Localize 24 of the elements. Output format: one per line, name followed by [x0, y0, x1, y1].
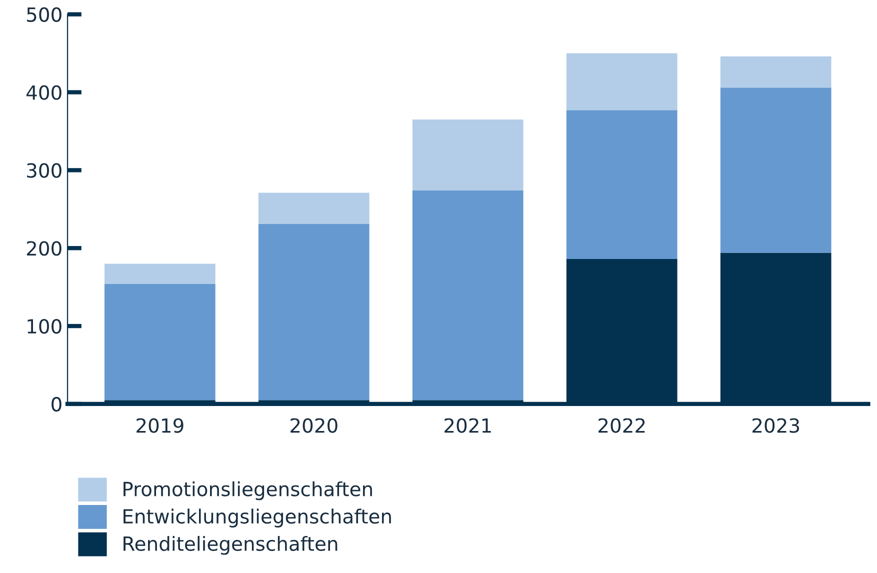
bar [258, 224, 370, 400]
y-tick-label: 300 [27, 163, 62, 178]
y-tick-label: 100 [28, 318, 62, 334]
y-tick-label: 400 [26, 85, 62, 100]
bar [104, 264, 216, 284]
bar [720, 56, 832, 88]
bar [258, 192, 370, 224]
y-tick-label: 500 [27, 7, 62, 22]
bar [566, 53, 678, 110]
x-tick-label: 2020 [290, 418, 338, 433]
bar [720, 88, 832, 253]
x-tick-label: 2022 [598, 418, 645, 433]
legend-label: Renditeliegenschaften [124, 536, 338, 555]
legend-label: Promotionsliegenschaften [124, 481, 372, 500]
x-tick-label: 2019 [136, 418, 184, 433]
legend-label: Entwicklungsliegenschaften [124, 508, 391, 528]
x-tick-label: 2021 [444, 418, 491, 433]
x-tick-label: 2023 [752, 418, 800, 433]
y-tick-label: 0 [52, 396, 62, 412]
bar [104, 284, 216, 400]
y-tick-label: 200 [26, 241, 62, 256]
bar [566, 110, 678, 260]
bar [412, 190, 524, 400]
bar [412, 120, 524, 190]
